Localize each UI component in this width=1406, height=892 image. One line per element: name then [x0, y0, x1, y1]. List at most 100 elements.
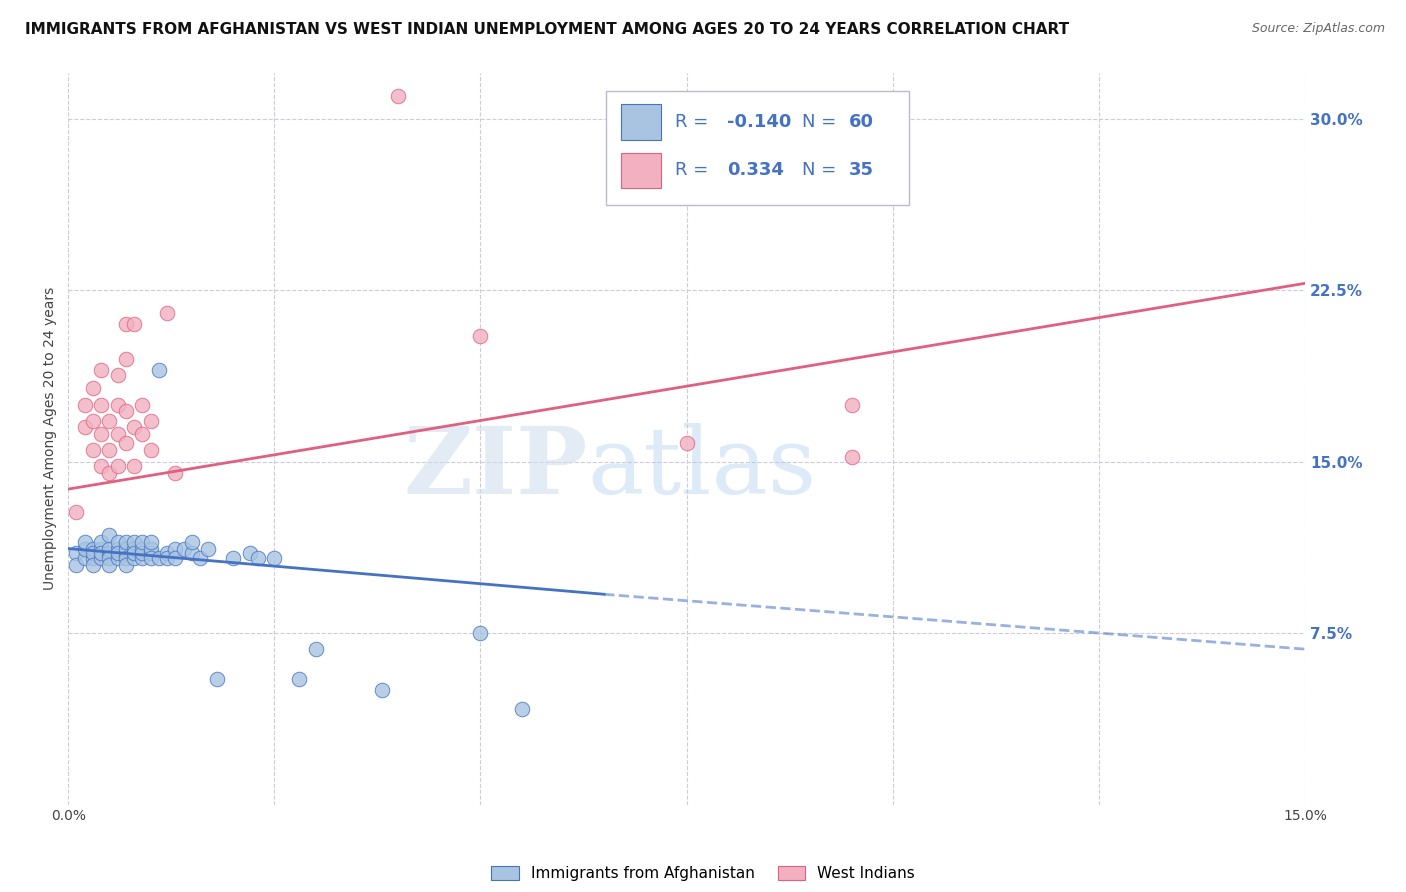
Point: [82, 382, 104, 396]
Point: [98, 466, 121, 480]
Text: -0.140: -0.140: [727, 113, 792, 131]
Point: [131, 546, 153, 560]
Point: [90, 550, 112, 565]
Point: [131, 397, 153, 411]
Point: [115, 534, 138, 549]
Point: [98, 541, 121, 556]
Point: [98, 443, 121, 458]
Point: [387, 88, 409, 103]
Text: Source: ZipAtlas.com: Source: ZipAtlas.com: [1251, 22, 1385, 36]
Point: [115, 541, 138, 556]
Point: [98, 550, 121, 565]
Text: R =: R =: [675, 161, 714, 179]
Point: [165, 541, 187, 556]
Point: [841, 450, 863, 464]
Point: [82, 413, 104, 427]
Point: [115, 318, 138, 332]
Point: [73, 420, 96, 434]
Point: [90, 534, 112, 549]
Point: [107, 427, 129, 442]
Point: [288, 672, 311, 686]
Text: 60: 60: [849, 113, 873, 131]
Point: [107, 534, 129, 549]
Point: [122, 541, 145, 556]
Point: [115, 351, 138, 366]
Point: [73, 397, 96, 411]
Point: [205, 672, 228, 686]
Text: ZIP: ZIP: [404, 423, 588, 513]
Y-axis label: Unemployment Among Ages 20 to 24 years: Unemployment Among Ages 20 to 24 years: [44, 287, 58, 591]
Point: [115, 436, 138, 450]
Point: [156, 550, 179, 565]
Point: [180, 534, 202, 549]
Text: N =: N =: [801, 161, 842, 179]
Point: [90, 363, 112, 377]
Point: [675, 436, 697, 450]
Point: [263, 550, 285, 565]
Point: [82, 550, 104, 565]
Point: [165, 550, 187, 565]
Point: [65, 505, 87, 519]
Point: [82, 443, 104, 458]
Point: [156, 306, 179, 320]
Point: [90, 427, 112, 442]
FancyBboxPatch shape: [606, 91, 910, 204]
Point: [139, 534, 162, 549]
Point: [841, 397, 863, 411]
Point: [148, 363, 170, 377]
Point: [115, 404, 138, 418]
Point: [82, 546, 104, 560]
Point: [222, 550, 245, 565]
Point: [139, 546, 162, 560]
Text: IMMIGRANTS FROM AFGHANISTAN VS WEST INDIAN UNEMPLOYMENT AMONG AGES 20 TO 24 YEAR: IMMIGRANTS FROM AFGHANISTAN VS WEST INDI…: [25, 22, 1070, 37]
Text: 35: 35: [849, 161, 873, 179]
Point: [65, 558, 87, 572]
Point: [122, 546, 145, 560]
Point: [90, 541, 112, 556]
Point: [122, 318, 145, 332]
Point: [470, 626, 492, 640]
Point: [107, 550, 129, 565]
Text: atlas: atlas: [588, 423, 817, 513]
Point: [98, 558, 121, 572]
Point: [107, 546, 129, 560]
Point: [107, 541, 129, 556]
Point: [304, 642, 326, 657]
Point: [197, 541, 219, 556]
Point: [107, 397, 129, 411]
Point: [82, 558, 104, 572]
Point: [98, 528, 121, 542]
Point: [65, 546, 87, 560]
Point: [82, 541, 104, 556]
Point: [98, 546, 121, 560]
Point: [246, 550, 269, 565]
Point: [188, 550, 211, 565]
Point: [122, 420, 145, 434]
Point: [139, 550, 162, 565]
Point: [173, 541, 195, 556]
Point: [510, 701, 533, 715]
Point: [73, 534, 96, 549]
Point: [156, 546, 179, 560]
Point: [90, 546, 112, 560]
Point: [73, 550, 96, 565]
Text: 0.334: 0.334: [727, 161, 785, 179]
Point: [115, 546, 138, 560]
Point: [122, 534, 145, 549]
Point: [131, 550, 153, 565]
Point: [239, 546, 262, 560]
Point: [370, 683, 392, 698]
Bar: [621, 104, 661, 139]
Point: [122, 550, 145, 565]
Point: [165, 466, 187, 480]
Point: [470, 329, 492, 343]
Point: [131, 534, 153, 549]
Point: [139, 413, 162, 427]
Text: N =: N =: [801, 113, 842, 131]
Point: [148, 550, 170, 565]
Legend: Immigrants from Afghanistan, West Indians: Immigrants from Afghanistan, West Indian…: [485, 860, 921, 888]
Point: [180, 546, 202, 560]
Text: R =: R =: [675, 113, 714, 131]
Point: [139, 541, 162, 556]
Point: [90, 459, 112, 474]
